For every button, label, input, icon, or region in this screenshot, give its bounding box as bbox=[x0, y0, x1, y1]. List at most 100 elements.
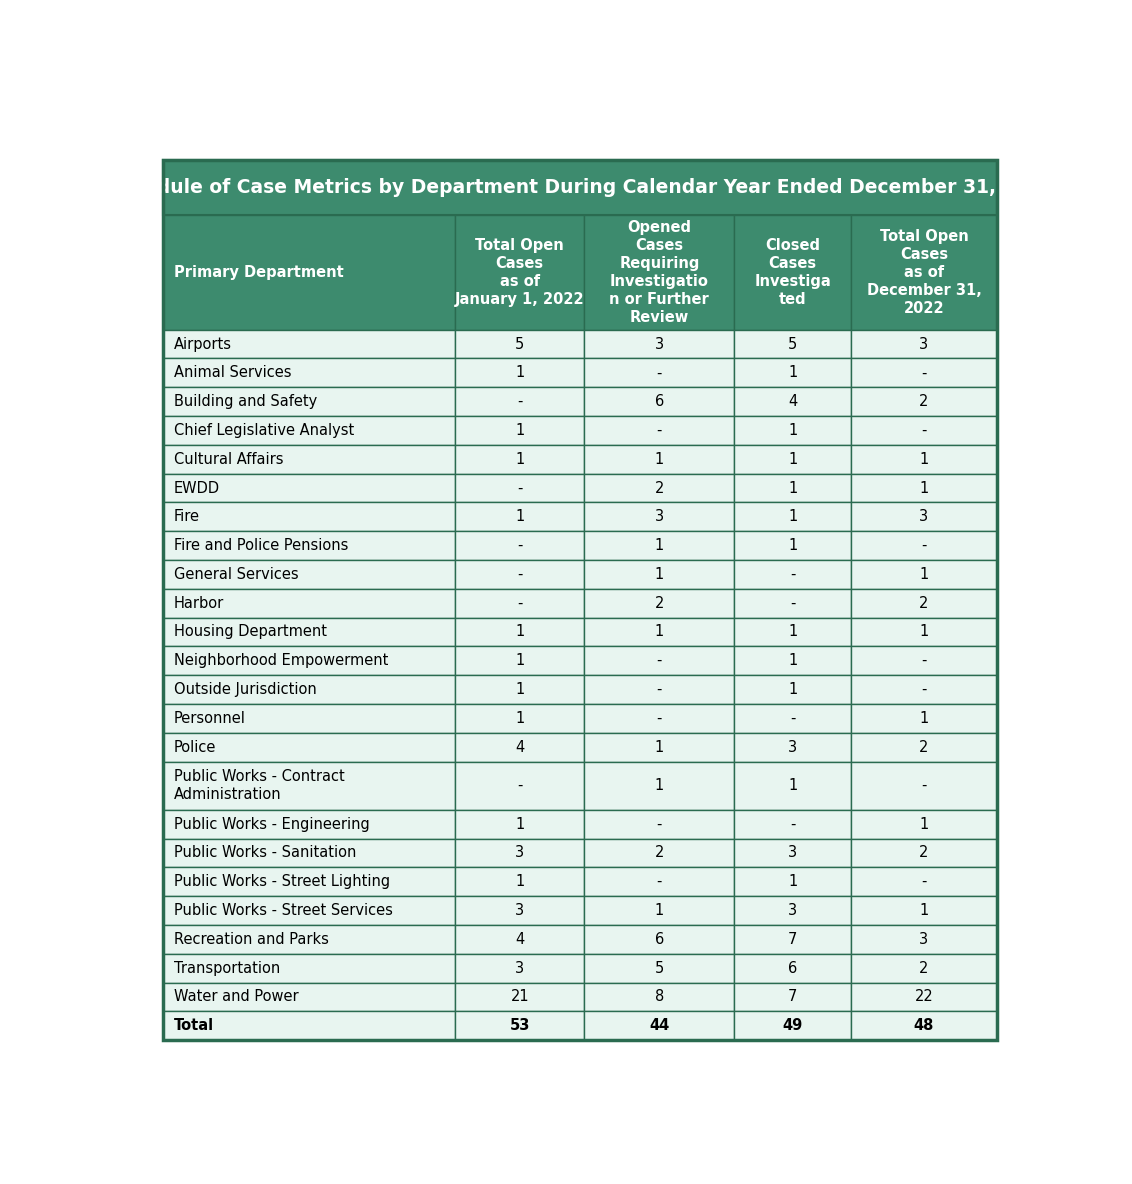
Text: -: - bbox=[657, 366, 662, 380]
Bar bbox=[735, 896, 851, 925]
Text: -: - bbox=[921, 874, 927, 889]
Bar bbox=[163, 416, 455, 445]
Text: 7: 7 bbox=[788, 932, 797, 947]
Bar bbox=[735, 474, 851, 502]
Text: 4: 4 bbox=[788, 394, 797, 410]
Text: Public Works - Contract
Administration: Public Works - Contract Administration bbox=[174, 770, 345, 802]
Text: -: - bbox=[790, 710, 796, 726]
Text: 1: 1 bbox=[654, 903, 664, 918]
Text: Opened
Cases
Requiring
Investigatio
n or Further
Review: Opened Cases Requiring Investigatio n or… bbox=[609, 220, 710, 324]
Bar bbox=[163, 445, 455, 474]
Text: 1: 1 bbox=[515, 509, 524, 525]
Text: 3: 3 bbox=[919, 336, 928, 352]
Text: 2: 2 bbox=[919, 394, 928, 410]
Text: 1: 1 bbox=[788, 423, 797, 438]
Bar bbox=[735, 445, 851, 474]
Bar bbox=[163, 954, 455, 983]
Text: Housing Department: Housing Department bbox=[174, 624, 327, 639]
Text: 1: 1 bbox=[919, 624, 928, 639]
Bar bbox=[163, 733, 455, 761]
Bar bbox=[163, 675, 455, 704]
Bar bbox=[851, 733, 997, 761]
Bar bbox=[851, 954, 997, 983]
Text: -: - bbox=[517, 596, 522, 611]
Bar bbox=[455, 646, 584, 675]
Text: -: - bbox=[657, 423, 662, 438]
Text: 1: 1 bbox=[919, 452, 928, 466]
Bar bbox=[735, 329, 851, 359]
Text: -: - bbox=[921, 682, 927, 697]
Text: Public Works - Engineering: Public Works - Engineering bbox=[174, 817, 370, 831]
Text: 21: 21 bbox=[511, 990, 529, 1004]
Text: Public Works - Sanitation: Public Works - Sanitation bbox=[174, 845, 357, 861]
Text: 8: 8 bbox=[654, 990, 664, 1004]
Text: Public Works - Street Services: Public Works - Street Services bbox=[174, 903, 393, 918]
Bar bbox=[163, 502, 455, 532]
Text: Total Open
Cases
as of
January 1, 2022: Total Open Cases as of January 1, 2022 bbox=[455, 238, 584, 307]
Text: 1: 1 bbox=[654, 740, 664, 754]
Bar bbox=[455, 416, 584, 445]
Bar bbox=[851, 474, 997, 502]
Bar bbox=[455, 588, 584, 618]
Text: 1: 1 bbox=[654, 538, 664, 553]
Text: 1: 1 bbox=[515, 624, 524, 639]
Text: Outside Jurisdiction: Outside Jurisdiction bbox=[174, 682, 317, 697]
Bar bbox=[163, 387, 455, 416]
Bar bbox=[584, 588, 735, 618]
Bar bbox=[851, 925, 997, 954]
Bar bbox=[735, 560, 851, 588]
Text: 5: 5 bbox=[654, 960, 664, 976]
Text: 44: 44 bbox=[649, 1018, 669, 1034]
Bar bbox=[584, 359, 735, 387]
Bar bbox=[163, 983, 455, 1011]
Bar bbox=[584, 761, 735, 810]
Text: -: - bbox=[657, 654, 662, 668]
Bar bbox=[851, 896, 997, 925]
Text: 3: 3 bbox=[788, 740, 797, 754]
Bar bbox=[455, 329, 584, 359]
Text: 2: 2 bbox=[654, 845, 664, 861]
Bar bbox=[163, 704, 455, 733]
Bar bbox=[851, 868, 997, 896]
Text: 49: 49 bbox=[782, 1018, 803, 1034]
Text: Fire: Fire bbox=[174, 509, 200, 525]
Bar bbox=[455, 445, 584, 474]
Bar bbox=[455, 954, 584, 983]
Bar bbox=[584, 329, 735, 359]
Bar bbox=[735, 675, 851, 704]
Text: -: - bbox=[921, 366, 927, 380]
Bar bbox=[163, 838, 455, 868]
Bar bbox=[851, 704, 997, 733]
Bar bbox=[735, 618, 851, 646]
Bar bbox=[584, 810, 735, 838]
Bar bbox=[584, 416, 735, 445]
Text: 1: 1 bbox=[919, 710, 928, 726]
Bar bbox=[163, 1011, 455, 1040]
Text: 1: 1 bbox=[919, 817, 928, 831]
Bar bbox=[851, 838, 997, 868]
Text: 1: 1 bbox=[515, 452, 524, 466]
Bar bbox=[584, 675, 735, 704]
Text: 1: 1 bbox=[654, 624, 664, 639]
Bar bbox=[735, 954, 851, 983]
Bar bbox=[851, 618, 997, 646]
Bar bbox=[163, 359, 455, 387]
Bar bbox=[163, 618, 455, 646]
Bar bbox=[455, 896, 584, 925]
Bar bbox=[455, 532, 584, 560]
Text: 1: 1 bbox=[654, 567, 664, 581]
Bar bbox=[735, 502, 851, 532]
Bar bbox=[584, 704, 735, 733]
Bar bbox=[584, 215, 735, 329]
Text: General Services: General Services bbox=[174, 567, 299, 581]
Text: 1: 1 bbox=[515, 423, 524, 438]
Bar bbox=[584, 445, 735, 474]
Bar bbox=[735, 733, 851, 761]
Text: 1: 1 bbox=[515, 654, 524, 668]
Text: 1: 1 bbox=[654, 452, 664, 466]
Bar bbox=[735, 838, 851, 868]
Text: 1: 1 bbox=[788, 654, 797, 668]
Text: 2: 2 bbox=[919, 596, 928, 611]
Bar bbox=[584, 532, 735, 560]
Text: 3: 3 bbox=[654, 336, 663, 352]
